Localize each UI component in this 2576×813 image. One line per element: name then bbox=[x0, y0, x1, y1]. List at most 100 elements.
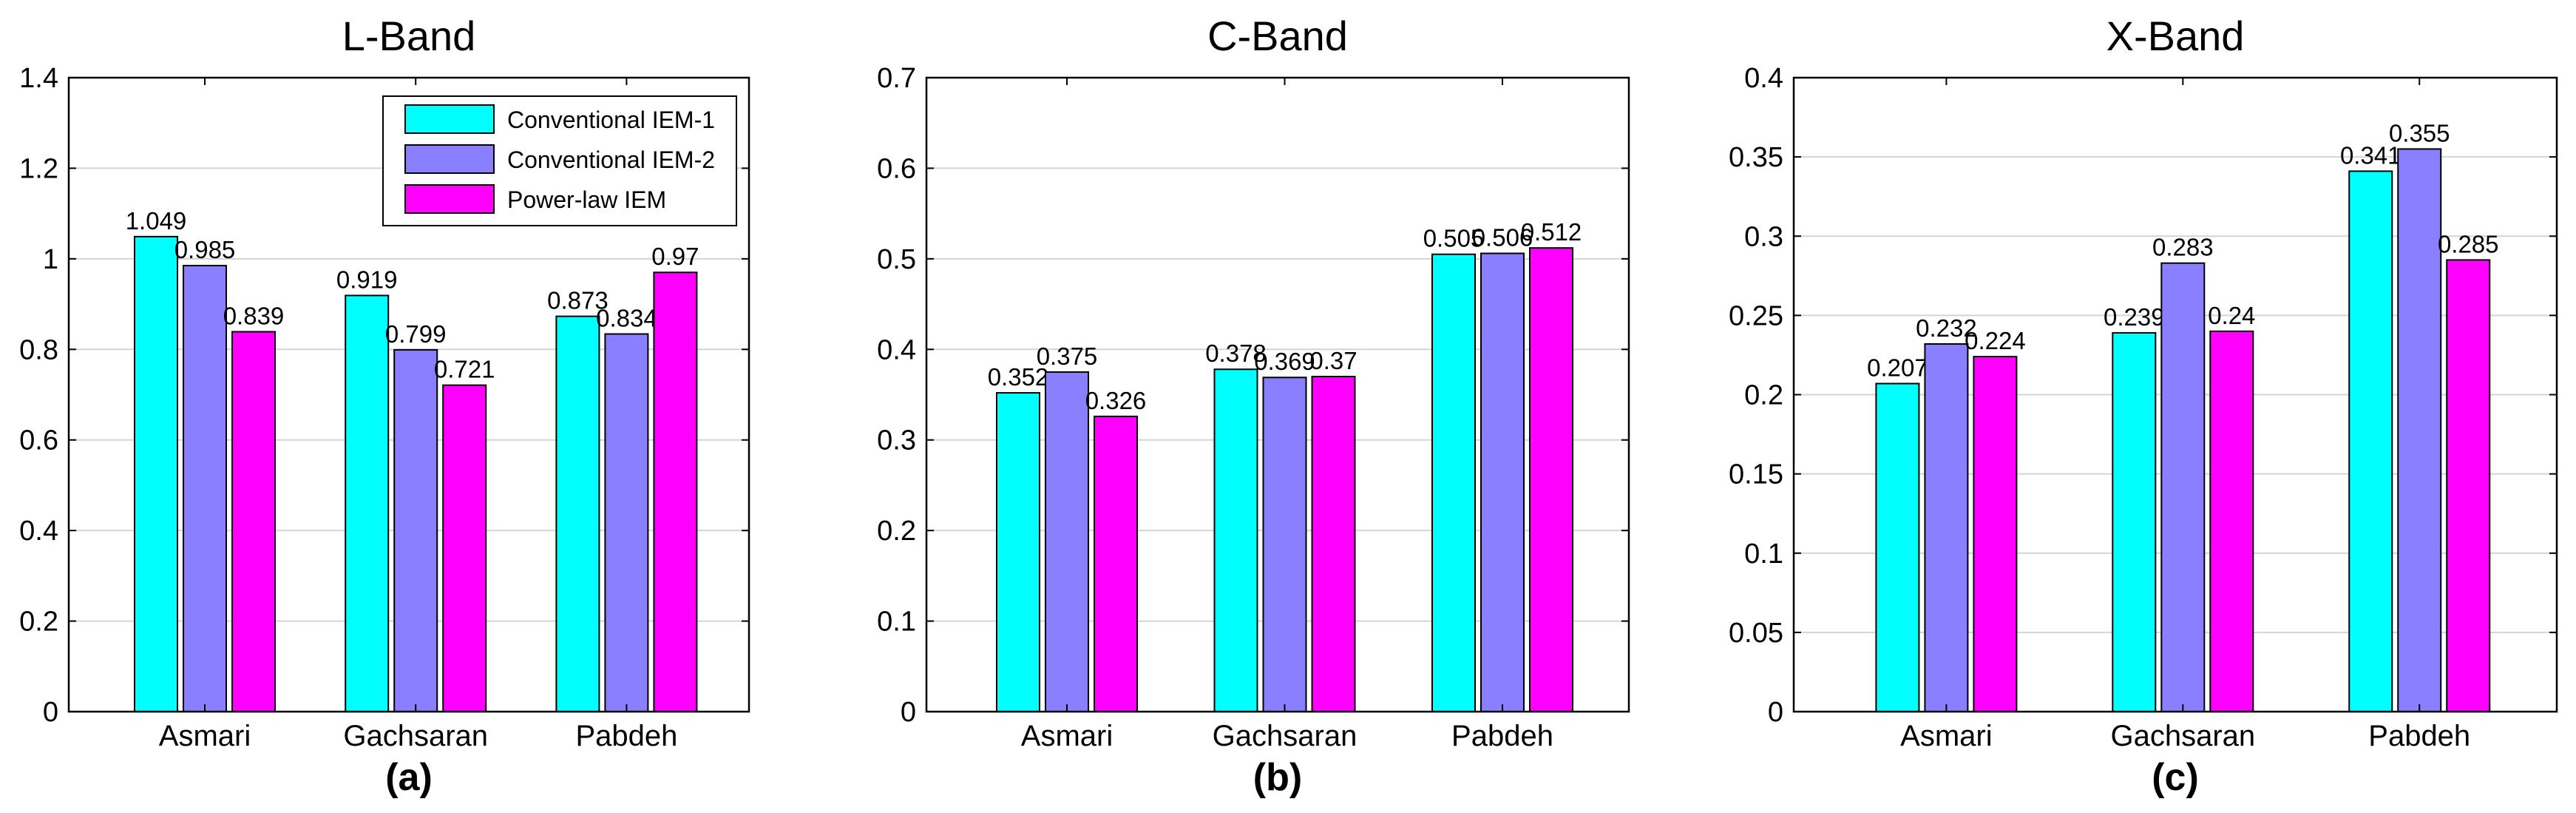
bar bbox=[2112, 331, 2157, 712]
bar bbox=[345, 294, 390, 712]
y-tick-label: 0.2 bbox=[877, 516, 916, 547]
bar bbox=[2397, 148, 2442, 713]
y-tick-label: 0.4 bbox=[877, 334, 916, 365]
bar bbox=[134, 235, 178, 713]
x-tick-label: Asmari bbox=[1900, 720, 1992, 752]
data-label: 0.369 bbox=[1254, 348, 1315, 375]
y-tick-label: 0.3 bbox=[1744, 221, 1783, 252]
data-label: 0.97 bbox=[651, 243, 699, 270]
y-tick-label: 0.1 bbox=[877, 607, 916, 638]
plot-frame bbox=[67, 76, 750, 713]
y-tick-label: 1 bbox=[43, 244, 58, 275]
data-label: 0.355 bbox=[2389, 119, 2450, 146]
bar bbox=[1045, 371, 1089, 712]
bar bbox=[2160, 262, 2206, 712]
legend: Conventional IEM-1 Conventional IEM-2 Powe… bbox=[382, 95, 737, 226]
y-tick-label: 0.25 bbox=[1729, 300, 1783, 331]
bar bbox=[2348, 170, 2393, 713]
y-tick-label: 0.7 bbox=[877, 63, 916, 94]
data-label: 0.839 bbox=[223, 302, 285, 329]
data-label: 0.285 bbox=[2438, 230, 2499, 257]
x-tick-label: Pabdeh bbox=[2368, 720, 2470, 752]
y-tick-label: 0.05 bbox=[1729, 618, 1783, 649]
bar bbox=[996, 392, 1040, 713]
x-tick-label: Asmari bbox=[1021, 720, 1113, 752]
y-tick-label: 0.2 bbox=[1744, 380, 1783, 411]
bar bbox=[1262, 377, 1307, 712]
legend-swatch bbox=[404, 184, 495, 214]
y-tick-label: 0.4 bbox=[19, 516, 58, 547]
y-tick-label: 0.4 bbox=[1744, 63, 1783, 94]
legend-label: Conventional IEM-2 bbox=[507, 146, 715, 173]
chart-title: L-Band bbox=[342, 13, 476, 59]
bar bbox=[1480, 252, 1525, 712]
x-tick-label: Pabdeh bbox=[1451, 720, 1553, 752]
bar bbox=[2446, 259, 2491, 712]
panel-label: (a) bbox=[385, 756, 433, 799]
y-tick-label: 0 bbox=[43, 697, 58, 728]
x-tick-label: Gachsaran bbox=[1213, 720, 1358, 752]
legend-label: Conventional IEM-1 bbox=[507, 107, 715, 133]
y-tick-label: 1.4 bbox=[19, 63, 58, 94]
data-label: 0.224 bbox=[1965, 327, 2026, 354]
x-tick-label: Gachsaran bbox=[2110, 720, 2255, 752]
data-label: 0.512 bbox=[1521, 218, 1582, 246]
data-label: 0.799 bbox=[385, 320, 447, 348]
legend-swatch bbox=[404, 144, 495, 174]
data-label: 0.283 bbox=[2152, 234, 2214, 261]
y-tick-label: 1.2 bbox=[19, 153, 58, 184]
bar bbox=[555, 315, 600, 712]
data-label: 0.375 bbox=[1037, 343, 1098, 370]
data-label: 0.352 bbox=[988, 363, 1049, 391]
data-label: 0.326 bbox=[1085, 387, 1147, 414]
bar bbox=[1973, 356, 2018, 712]
legend-swatch bbox=[404, 104, 495, 134]
bar bbox=[2209, 330, 2254, 712]
data-label: 0.239 bbox=[2104, 303, 2165, 331]
data-label: 0.985 bbox=[174, 236, 236, 263]
y-tick-label: 0.6 bbox=[877, 153, 916, 184]
bar bbox=[1529, 247, 1573, 712]
bar bbox=[1924, 343, 1969, 712]
chart-title: C-Band bbox=[1207, 13, 1348, 59]
data-label: 0.505 bbox=[1423, 225, 1485, 252]
x-tick-label: Pabdeh bbox=[575, 720, 677, 752]
panel-label: (c) bbox=[2152, 756, 2199, 799]
y-tick-label: 0.15 bbox=[1729, 459, 1783, 490]
y-tick-label: 0 bbox=[901, 697, 916, 728]
panel-label: (b) bbox=[1253, 756, 1302, 799]
data-label: 0.232 bbox=[1916, 314, 1977, 342]
y-tick-label: 0.1 bbox=[1744, 539, 1783, 570]
data-label: 0.207 bbox=[1867, 354, 1928, 382]
bar bbox=[183, 265, 227, 712]
data-label: 0.834 bbox=[596, 304, 657, 331]
y-tick-label: 0 bbox=[1768, 697, 1783, 728]
bar bbox=[604, 333, 649, 712]
data-label: 0.873 bbox=[547, 287, 609, 314]
bar bbox=[1094, 415, 1138, 713]
x-tick-label: Asmari bbox=[159, 720, 251, 752]
bar bbox=[1875, 382, 1920, 712]
bar bbox=[1311, 376, 1356, 712]
data-label: 1.049 bbox=[126, 207, 187, 235]
data-label: 0.341 bbox=[2340, 141, 2402, 169]
legend-label: Power-law IEM bbox=[507, 186, 666, 213]
bar bbox=[393, 348, 438, 712]
data-label: 0.24 bbox=[2208, 302, 2255, 329]
data-label: 0.919 bbox=[336, 266, 398, 293]
y-tick-label: 0.2 bbox=[19, 607, 58, 638]
y-tick-label: 0.6 bbox=[19, 425, 58, 456]
bar bbox=[1431, 253, 1476, 712]
bar bbox=[653, 271, 698, 712]
x-tick-label: Gachsaran bbox=[343, 720, 488, 752]
plot-frame bbox=[1792, 76, 2558, 713]
chart-panel-3: 00.050.10.150.20.250.30.350.40.2070.2320… bbox=[1729, 13, 2558, 799]
data-label: 0.378 bbox=[1205, 340, 1267, 367]
data-label: 0.506 bbox=[1472, 224, 1533, 252]
y-tick-label: 0.35 bbox=[1729, 142, 1783, 173]
y-tick-label: 0.3 bbox=[877, 425, 916, 456]
plot-frame bbox=[925, 76, 1630, 713]
